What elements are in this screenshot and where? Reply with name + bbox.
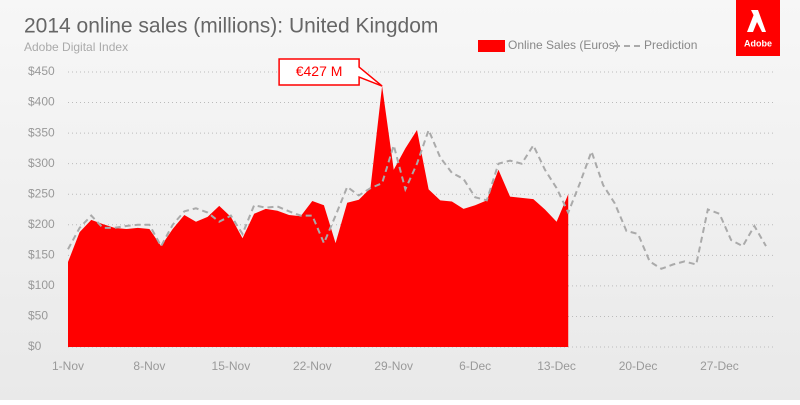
logo-box: [736, 0, 780, 56]
x-tick-label: 13-Dec: [537, 359, 576, 373]
x-tick-label: 15-Nov: [212, 359, 251, 373]
legend-swatch: [478, 40, 505, 52]
x-tick-label: 1-Nov: [52, 359, 84, 373]
x-tick-label: 8-Nov: [133, 359, 165, 373]
logo-icon: [747, 10, 766, 32]
x-tick-label: 6-Dec: [459, 359, 491, 373]
y-tick-label: $200: [28, 217, 55, 231]
y-tick-label: $400: [28, 95, 55, 109]
prediction-line: [67, 127, 767, 270]
y-tick-label: $150: [28, 248, 55, 262]
y-tick-label: $100: [28, 278, 55, 292]
x-tick-label: 20-Dec: [619, 359, 658, 373]
legend-label: Prediction: [644, 38, 697, 52]
chart-title: 2014 online sales (millions): United Kin…: [24, 15, 438, 38]
y-tick-label: $300: [28, 156, 55, 170]
annotation-text: €427 M: [296, 63, 343, 79]
annotation-box: [278, 58, 383, 87]
legend-label: Online Sales (Euros): [508, 38, 619, 52]
y-tick-label: $250: [28, 186, 55, 200]
x-tick-label: 27-Dec: [700, 359, 739, 373]
x-tick-label: 22-Nov: [293, 359, 332, 373]
x-tick-label: 29-Nov: [374, 359, 413, 373]
logo-text: Adobe: [744, 38, 772, 48]
y-tick-label: $0: [28, 339, 42, 353]
chart-subtitle: Adobe Digital Index: [24, 40, 128, 54]
y-tick-label: $350: [28, 125, 55, 139]
y-tick-label: $450: [28, 64, 55, 78]
sales-area: [68, 86, 569, 348]
y-tick-label: $50: [28, 309, 48, 323]
